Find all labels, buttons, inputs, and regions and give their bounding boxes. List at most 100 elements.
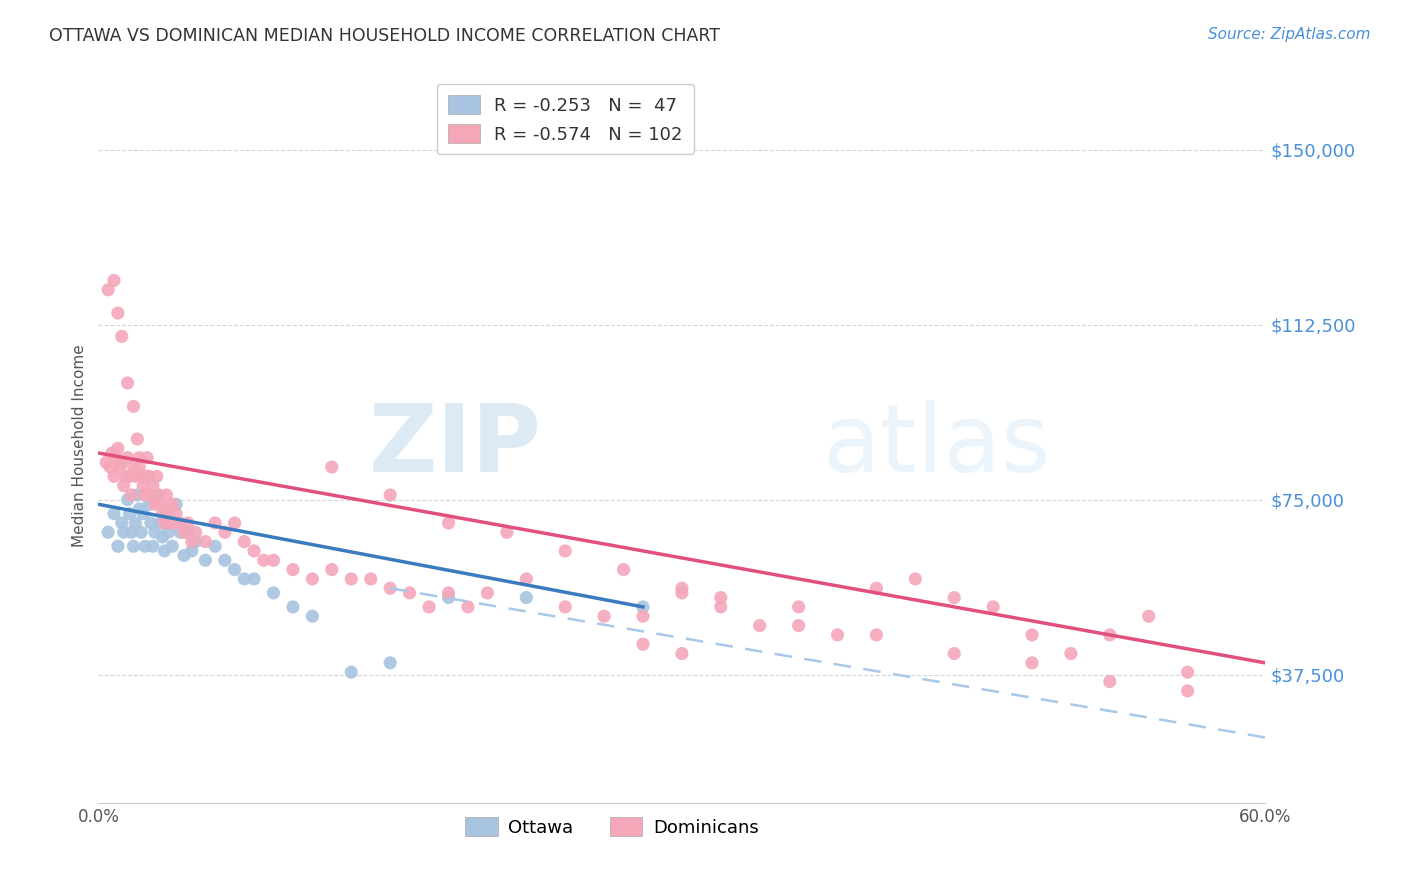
Point [163,516,186,530]
Point [173,525,195,540]
Point [107,539,129,553]
Point [243,544,266,558]
Point [162,539,184,553]
Point [96,455,118,469]
Point [214,553,236,567]
Point [827,628,849,642]
Point [138,469,160,483]
Point [97,525,120,540]
Point [671,647,693,661]
Point [107,442,129,456]
Point [97,283,120,297]
Point [281,599,304,614]
Point [134,488,156,502]
Point [593,609,616,624]
Point [204,516,226,530]
Point [515,572,537,586]
Point [128,502,150,516]
Point [224,563,246,577]
Point [194,553,217,567]
Point [132,478,155,492]
Point [380,488,402,502]
Point [124,469,146,483]
Point [111,455,134,469]
Text: Source: ZipAtlas.com: Source: ZipAtlas.com [1208,27,1371,42]
Point [121,525,143,540]
Point [787,599,810,614]
Point [101,446,124,460]
Point [104,450,127,465]
Point [146,488,169,502]
Point [107,306,129,320]
Point [177,516,200,530]
Point [122,460,145,475]
Point [155,488,177,502]
Point [1021,656,1043,670]
Point [112,478,135,492]
Point [177,525,200,540]
Point [380,581,402,595]
Point [904,572,927,586]
Point [127,432,149,446]
Point [127,488,149,502]
Point [149,516,172,530]
Text: ZIP: ZIP [368,400,541,492]
Point [159,516,181,530]
Point [233,534,256,549]
Point [169,516,191,530]
Point [233,572,256,586]
Point [194,534,217,549]
Point [152,507,174,521]
Point [360,572,382,586]
Point [108,460,131,475]
Point [139,516,162,530]
Point [554,599,576,614]
Point [437,516,460,530]
Point [243,572,266,586]
Point [129,469,152,483]
Point [155,507,177,521]
Point [865,628,887,642]
Point [142,539,165,553]
Point [153,544,176,558]
Point [143,497,166,511]
Point [204,539,226,553]
Point [118,507,141,521]
Point [180,534,202,549]
Point [262,553,284,567]
Point [631,599,654,614]
Point [340,572,363,586]
Point [631,609,654,624]
Point [118,469,141,483]
Point [1098,674,1121,689]
Point [710,599,733,614]
Point [554,544,576,558]
Point [169,525,191,540]
Point [1177,665,1199,680]
Point [165,507,187,521]
Point [162,497,184,511]
Point [1060,647,1083,661]
Point [121,488,143,502]
Point [253,553,276,567]
Point [153,516,176,530]
Point [710,591,733,605]
Point [103,469,125,483]
Point [515,591,537,605]
Point [122,400,145,414]
Point [340,665,363,680]
Point [398,586,420,600]
Point [117,376,139,390]
Point [301,609,323,624]
Text: atlas: atlas [823,400,1050,492]
Point [184,534,207,549]
Point [748,618,770,632]
Point [111,516,134,530]
Point [943,647,966,661]
Y-axis label: Median Household Income: Median Household Income [72,344,87,548]
Point [477,586,499,600]
Point [180,544,202,558]
Point [134,539,156,553]
Point [865,581,887,595]
Point [136,450,159,465]
